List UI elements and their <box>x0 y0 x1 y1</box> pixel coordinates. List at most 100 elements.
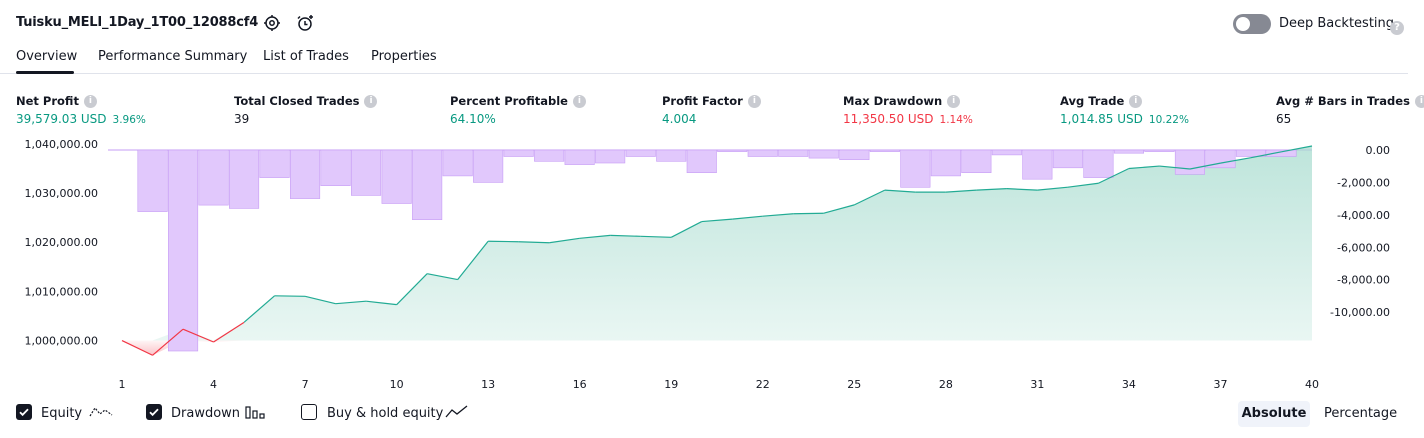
equity-line-segment <box>366 300 397 306</box>
equity-line-segment <box>1037 186 1068 191</box>
equity-line-segment <box>213 321 245 343</box>
equity-line-segment <box>670 221 703 238</box>
tab-list-of-trades[interactable]: List of Trades <box>263 49 349 64</box>
help-icon[interactable]: ? <box>1390 17 1404 36</box>
drawdown-bar <box>381 149 412 204</box>
tab-overview[interactable]: Overview <box>16 49 78 64</box>
buy-hold-equity-checkbox[interactable] <box>301 404 317 420</box>
stat-label: Avg # Bars in Trades <box>1276 94 1410 108</box>
info-icon[interactable]: i <box>364 94 378 108</box>
drawdown-bar <box>1052 149 1083 169</box>
percentage-button[interactable]: Percentage <box>1324 406 1398 421</box>
drawdown-legend-label[interactable]: Drawdown <box>171 406 241 421</box>
drawdown-bar <box>289 149 321 199</box>
drawdown-bar <box>595 149 626 164</box>
toggle-knob <box>1236 17 1250 31</box>
stat-percent-profitable: Percent Profitable i 64.10% <box>450 94 586 126</box>
drawdown-bar <box>869 149 900 152</box>
stat-percent: 3.96% <box>112 114 146 126</box>
left-axis-tick-label: 1,040,000.00 <box>25 138 98 151</box>
stat-percent: 10.22% <box>1148 114 1189 126</box>
x-axis-tick-label: 25 <box>847 378 861 391</box>
right-axis-tick-label: -6,000.00 <box>1337 241 1390 254</box>
equity-line-segment <box>335 300 367 305</box>
drawdown-bar <box>1266 149 1297 157</box>
drawdown-bar <box>991 149 1022 156</box>
info-icon[interactable]: i <box>1414 94 1424 108</box>
equity-drawdown-chart[interactable]: 1,040,000.00 1,030,000.00 1,020,000.00 1,01… <box>0 138 1424 396</box>
equity-line-segment <box>1128 165 1160 170</box>
add-alert-icon[interactable] <box>296 13 316 33</box>
equity-line-icon <box>89 404 113 424</box>
x-axis-tick-label: 37 <box>1213 378 1227 391</box>
drawdown-bar <box>442 149 473 177</box>
stat-avg-trade: Avg Trade i 1,014.85 USD 10.22% <box>1060 94 1189 126</box>
info-icon[interactable]: i <box>572 94 586 108</box>
equity-line-segment <box>1189 162 1221 170</box>
left-axis-tick-label: 1,020,000.00 <box>25 236 98 249</box>
buy-hold-equity-legend-label[interactable]: Buy & hold equity <box>327 406 444 421</box>
equity-line-segment <box>610 234 641 237</box>
x-axis-tick-label: 4 <box>210 378 217 391</box>
x-axis-tick-label: 13 <box>481 378 495 391</box>
info-icon[interactable]: i <box>83 94 97 108</box>
equity-checkbox[interactable] <box>16 404 32 420</box>
drawdown-bar <box>350 149 382 196</box>
strategy-title: Tuisku_MELI_1Day_1T00_12088cf4 <box>16 15 259 30</box>
drawdown-bar <box>1083 149 1114 178</box>
stat-net-profit: Net Profit i 39,579.03 USD 3.96% <box>16 94 146 126</box>
x-axis-tick-label: 31 <box>1030 378 1044 391</box>
absolute-button[interactable]: Absolute <box>1238 401 1310 427</box>
left-axis-tick-label: 1,000,000.00 <box>25 335 98 348</box>
info-icon[interactable]: i <box>1129 94 1143 108</box>
equity-line-segment <box>152 328 184 356</box>
stat-label: Percent Profitable <box>450 94 568 108</box>
stat-value: 4.004 <box>662 112 697 126</box>
equity-line-segment <box>518 241 550 244</box>
stat-label: Max Drawdown <box>843 94 943 108</box>
drawdown-bar <box>656 149 687 162</box>
right-axis-tick-label: -2,000.00 <box>1337 176 1390 189</box>
tab-properties[interactable]: Properties <box>371 49 437 64</box>
drawdown-bar <box>1144 149 1175 152</box>
settings-icon[interactable] <box>262 13 282 33</box>
drawdown-bars-icon <box>245 404 267 424</box>
equity-line-segment <box>427 273 458 281</box>
equity-line-segment <box>457 240 489 280</box>
equity-line-segment <box>182 328 214 343</box>
equity-line-segment <box>1220 157 1252 164</box>
equity-negative-area <box>122 340 1312 356</box>
drawdown-bar <box>1022 149 1053 180</box>
equity-line-segment <box>732 215 763 220</box>
drawdown-bar <box>473 149 504 183</box>
tab-performance-summary[interactable]: Performance Summary <box>98 49 248 64</box>
drawdown-bar <box>808 149 839 159</box>
drawdown-bar <box>168 149 199 352</box>
right-axis-tick-label: 0.00 <box>1366 144 1391 157</box>
equity-line-segment <box>304 295 336 305</box>
drawdown-bar <box>259 149 290 178</box>
drawdown-checkbox[interactable] <box>146 404 162 420</box>
drawdown-bar <box>686 149 717 174</box>
tabs-divider <box>0 73 1408 74</box>
drawdown-bar <box>198 149 229 206</box>
deep-backtesting-toggle[interactable] <box>1233 14 1271 34</box>
x-axis-tick-label: 34 <box>1122 378 1136 391</box>
equity-line-segment <box>976 188 1007 191</box>
stat-value: 65 <box>1276 112 1292 126</box>
info-icon[interactable]: i <box>947 94 961 108</box>
left-axis-tick-label: 1,010,000.00 <box>25 285 98 298</box>
equity-legend-label[interactable]: Equity <box>41 406 83 421</box>
stat-profit-factor: Profit Factor i 4.004 <box>662 94 761 126</box>
equity-line-segment <box>1098 167 1130 184</box>
equity-line-segment <box>1281 145 1313 153</box>
drawdown-bar <box>839 149 870 160</box>
stat-value: 39,579.03 USD <box>16 112 107 126</box>
stat-label: Total Closed Trades <box>234 94 360 108</box>
equity-line-segment <box>121 339 153 356</box>
stat-label: Profit Factor <box>662 94 743 108</box>
drawdown-bar <box>717 149 748 152</box>
equity-line-segment <box>549 237 580 244</box>
right-axis-tick-label: -10,000.00 <box>1330 306 1390 319</box>
info-icon[interactable]: i <box>747 94 761 108</box>
